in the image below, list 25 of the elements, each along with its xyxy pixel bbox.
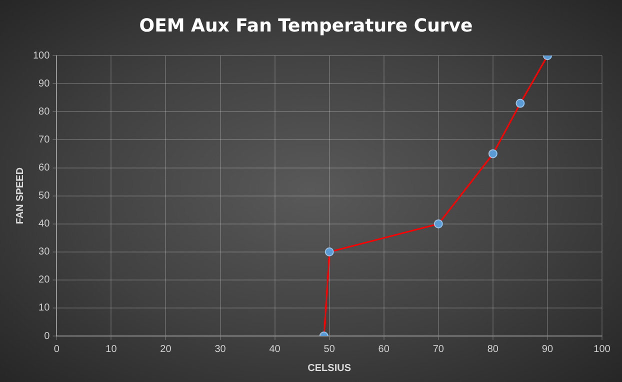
y-tick-label: 70 — [38, 134, 50, 146]
x-tick-label: 80 — [487, 344, 499, 355]
y-tick-label: 30 — [38, 246, 50, 258]
y-tick-label: 100 — [32, 50, 50, 62]
x-tick-label: 50 — [324, 344, 336, 355]
y-tick-label: 90 — [38, 78, 50, 90]
x-axis-title: CELSIUS — [308, 362, 352, 374]
x-tick-label: 100 — [594, 344, 611, 355]
x-tick-label: 60 — [378, 344, 390, 355]
y-axis-title: FAN SPEED — [14, 167, 26, 224]
x-tick-label: 20 — [160, 344, 172, 355]
y-tick-label: 80 — [38, 106, 50, 118]
chart-title: OEM Aux Fan Temperature Curve — [139, 15, 473, 36]
x-tick-label: 90 — [542, 344, 554, 355]
y-tick-label: 10 — [38, 302, 50, 314]
y-tick-label: 20 — [38, 274, 50, 286]
x-tick-label: 30 — [214, 344, 226, 355]
x-tick-label: 0 — [54, 344, 60, 355]
y-tick-label: 60 — [38, 162, 50, 174]
x-tick-label: 10 — [106, 344, 118, 355]
y-tick-label: 40 — [38, 218, 50, 230]
y-tick-label: 50 — [38, 190, 50, 202]
y-tick-label: 0 — [44, 330, 50, 342]
x-tick-label: 70 — [432, 344, 444, 355]
x-tick-label: 40 — [269, 344, 281, 355]
